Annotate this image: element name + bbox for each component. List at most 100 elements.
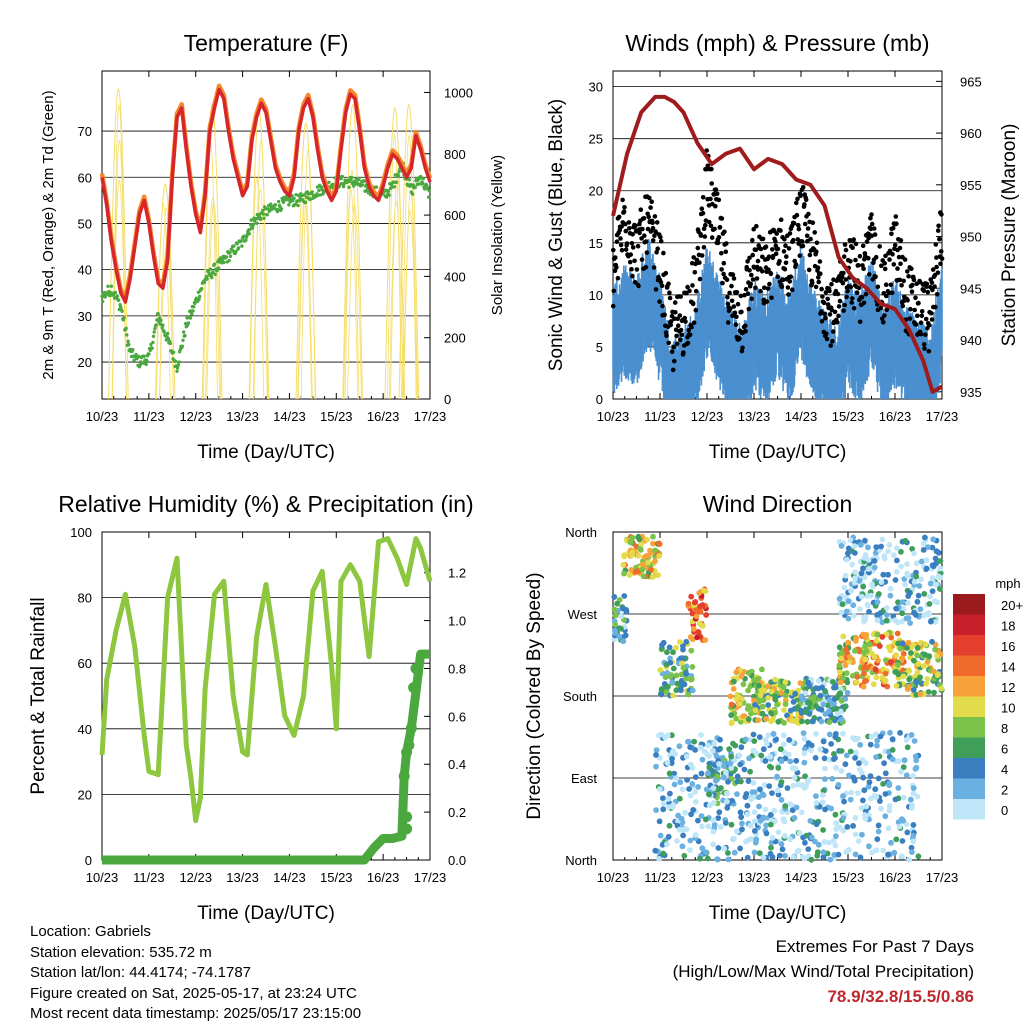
direction-point — [863, 648, 870, 654]
direction-point — [793, 757, 800, 764]
gust-point — [875, 284, 881, 290]
dewpoint-point — [410, 192, 415, 196]
direction-point — [887, 592, 894, 599]
direction-point — [915, 592, 922, 599]
direction-point — [867, 592, 874, 599]
direction-point — [875, 591, 882, 597]
gust-point — [619, 224, 624, 229]
gust-point — [860, 243, 866, 249]
direction-point — [721, 774, 727, 781]
gust-point — [796, 222, 801, 228]
gust-point — [753, 247, 759, 253]
direction-point — [752, 702, 758, 708]
direction-point — [851, 612, 857, 619]
gust-point — [800, 243, 806, 249]
direction-point — [733, 669, 740, 675]
direction-point — [768, 812, 774, 818]
direction-point — [780, 732, 787, 739]
direction-point — [917, 691, 924, 698]
direction-point — [858, 593, 865, 600]
direction-point — [629, 534, 636, 541]
direction-point — [876, 643, 883, 649]
dewpoint-point — [142, 354, 146, 358]
gust-point — [672, 316, 677, 322]
dewpoint-point — [387, 193, 391, 197]
gust-point — [810, 220, 816, 225]
direction-point — [710, 800, 717, 806]
direction-point — [854, 790, 861, 796]
dewpoint-point — [171, 350, 176, 354]
dewpoint-point — [235, 242, 239, 246]
direction-point — [782, 803, 789, 809]
direction-point — [838, 698, 845, 704]
y-tick-label: 0 — [596, 392, 603, 407]
direction-point — [640, 561, 646, 568]
direction-point — [740, 681, 747, 688]
direction-point — [652, 547, 658, 554]
legend-swatch — [953, 737, 985, 758]
direction-point — [833, 820, 840, 827]
direction-point — [780, 684, 787, 691]
plot-frame — [101, 531, 431, 861]
direction-point — [770, 730, 777, 737]
dewpoint-point — [250, 226, 255, 230]
gust-point — [766, 254, 772, 259]
gust-point — [775, 246, 781, 252]
direction-point — [856, 606, 863, 612]
gust-point — [848, 259, 853, 264]
dewpoint-point — [265, 213, 269, 217]
gust-point — [814, 249, 819, 254]
gust-point — [908, 306, 913, 312]
gust-point — [787, 231, 793, 236]
gust-point — [635, 243, 641, 249]
direction-point — [725, 856, 732, 863]
direction-point — [710, 747, 716, 754]
dewpoint-point — [281, 200, 286, 204]
gust-point — [614, 265, 619, 270]
direction-point — [777, 746, 784, 753]
gust-point — [909, 289, 915, 295]
x-tick-label: 17/23 — [414, 409, 447, 424]
dewpoint-point — [416, 182, 421, 186]
direction-point — [689, 765, 696, 771]
direction-point — [738, 744, 745, 751]
dewpoint-point — [180, 344, 184, 348]
direction-point — [791, 815, 798, 821]
direction-point — [710, 785, 717, 791]
direction-point — [856, 648, 863, 655]
dewpoint-point — [341, 184, 346, 189]
direction-point — [733, 828, 740, 835]
chart-title: Wind Direction — [703, 491, 853, 517]
direction-point — [861, 670, 867, 677]
direction-point — [738, 778, 744, 785]
dewpoint-point — [144, 362, 148, 367]
gust-point — [662, 312, 667, 318]
direction-point — [773, 736, 779, 743]
gust-point — [647, 195, 652, 201]
direction-point — [729, 797, 735, 804]
x-axis-label: Time (Day/UTC) — [709, 903, 847, 924]
direction-point — [844, 679, 851, 686]
gust-point — [734, 314, 739, 320]
gust-point — [897, 277, 903, 283]
direction-point — [660, 850, 667, 857]
gust-point — [678, 337, 683, 343]
direction-point — [833, 765, 839, 771]
dewpoint-point — [236, 246, 241, 250]
direction-point — [713, 753, 720, 760]
direction-point — [802, 773, 808, 780]
direction-point — [678, 687, 684, 694]
gust-point — [735, 301, 741, 307]
y-tick-label: North — [565, 853, 597, 868]
gust-point — [731, 304, 737, 309]
direction-point — [813, 703, 819, 709]
direction-point — [751, 849, 758, 856]
direction-point — [874, 737, 881, 744]
direction-point — [618, 625, 624, 632]
direction-point — [802, 839, 808, 846]
gust-point — [804, 233, 810, 239]
precipitation-point — [398, 770, 410, 782]
gust-point — [632, 258, 637, 264]
direction-point — [785, 751, 792, 758]
gust-point — [750, 252, 755, 258]
